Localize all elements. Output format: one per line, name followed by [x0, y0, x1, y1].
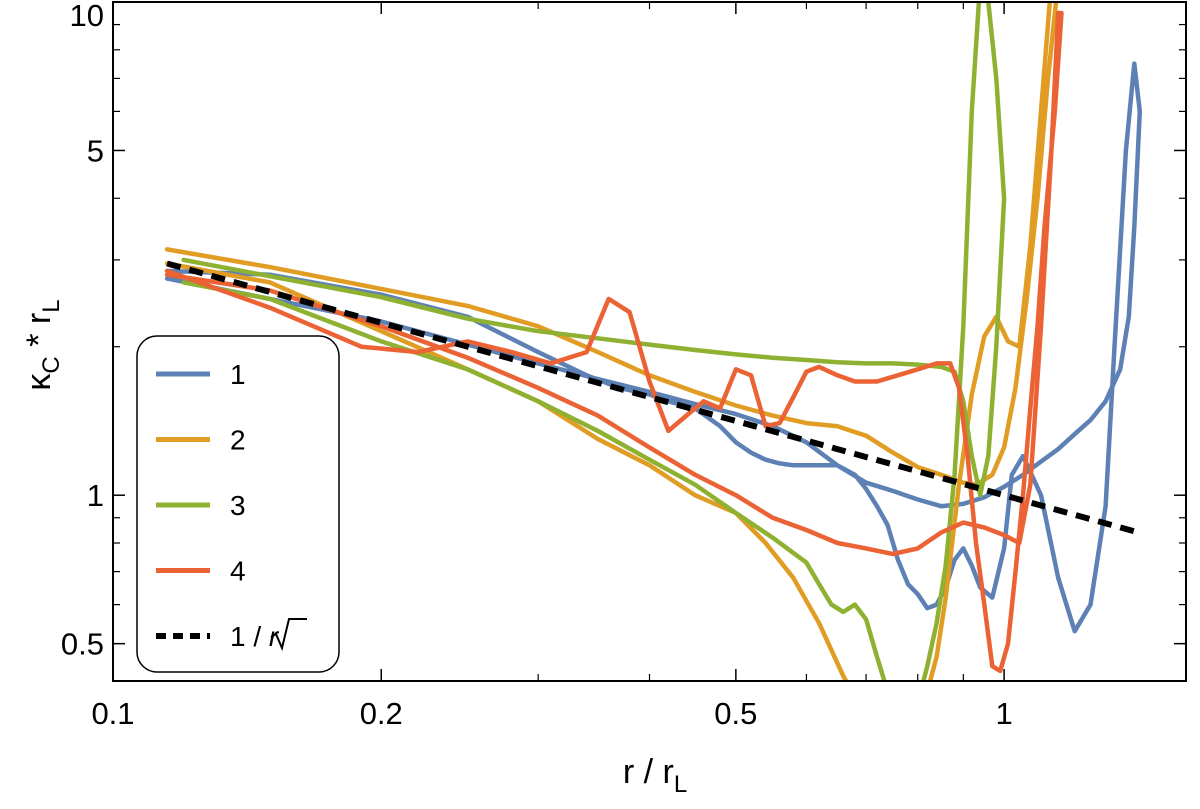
legend-label-root: r: [269, 621, 280, 652]
series-line-4: [164, 10, 1064, 674]
series-layer: [164, 2, 1143, 681]
x-tick-label: 0.1: [91, 696, 134, 731]
legend-items: 1 2 3 4 1 / r: [156, 359, 307, 652]
y-tick-label: 0.5: [61, 627, 104, 662]
y-axis-title-kappa: κ: [20, 373, 58, 391]
legend-label-5: 1 / r: [230, 621, 280, 652]
sqrt-symbol-icon: [270, 618, 307, 652]
legend-label-3: 3: [230, 490, 246, 521]
x-axis-title: r / rL: [623, 753, 687, 798]
x-axis-title-sub: L: [674, 771, 687, 798]
x-tick-label: 0.5: [714, 696, 757, 731]
x-tick-label: 0.2: [360, 696, 403, 731]
x-axis-title-main: r / r: [623, 753, 674, 791]
y-axis-title-mid: * r: [20, 313, 58, 356]
legend-label-4: 4: [230, 556, 246, 587]
legend-label-1: 1: [230, 359, 246, 390]
y-axis-title-sub: L: [38, 299, 65, 312]
legend-box: [136, 335, 340, 673]
y-axis-title: κC * rL: [20, 299, 65, 390]
legend-label-prefix: 1 /: [230, 621, 269, 652]
y-tick-label: 5: [87, 133, 104, 168]
y-axis-title-kappa-sub: C: [38, 356, 65, 373]
ticks-layer: 0.1 0.2 0.5 1 0.5 1 5 10: [61, 0, 1186, 731]
y-tick-label: 10: [70, 0, 104, 33]
legend: 1 2 3 4 1 / r: [136, 335, 340, 673]
legend-label-2: 2: [230, 425, 246, 456]
y-tick-label: 1: [87, 478, 104, 513]
series-line-5: [166, 260, 1136, 535]
x-tick-label: 1: [995, 696, 1012, 731]
